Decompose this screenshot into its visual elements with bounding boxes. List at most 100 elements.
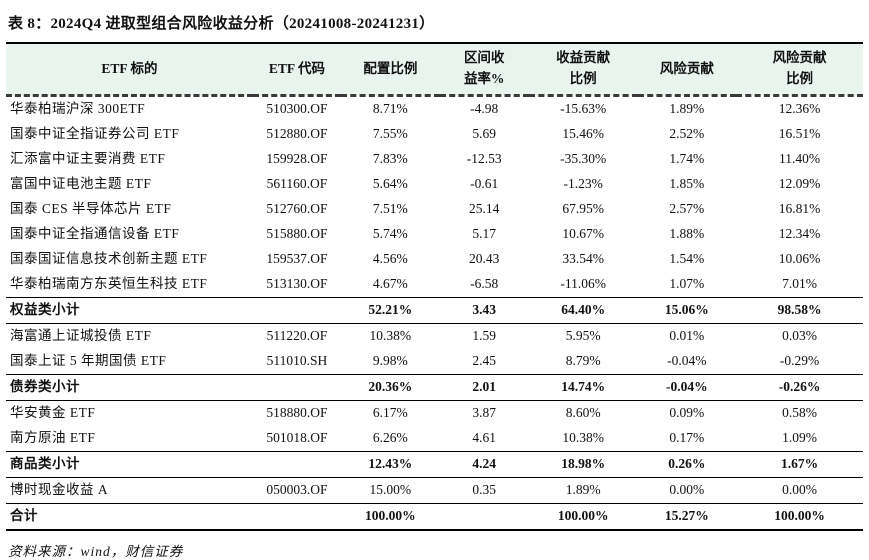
etf-name-cell: 汇添富中证主要消费 ETF bbox=[10, 151, 166, 167]
table-row: 富国中证电池主题 ETF 561160.OF 5.64% -0.61 -1.23% 1.8… bbox=[6, 172, 863, 197]
value-cell: -0.04% bbox=[637, 374, 737, 401]
value-cell bbox=[252, 297, 342, 324]
etf-name-cell: 国泰国证信息技术创新主题 ETF bbox=[10, 251, 208, 267]
value-cell: 0.58% bbox=[782, 405, 817, 421]
value-cell: 159928.OF bbox=[266, 151, 328, 167]
value-cell: -15.63% bbox=[560, 101, 607, 117]
value-cell: -0.29% bbox=[779, 353, 820, 369]
value-cell: 33.54% bbox=[562, 251, 604, 267]
value-cell: -0.61 bbox=[470, 176, 499, 192]
etf-name-cell: 权益类小计 bbox=[6, 297, 253, 324]
column-header-0: ETF 标的 bbox=[6, 42, 253, 97]
value-cell: -6.58 bbox=[470, 276, 499, 292]
value-cell: 100.00% bbox=[736, 503, 863, 531]
value-cell: 5.95% bbox=[565, 328, 601, 344]
value-cell: 1.09% bbox=[782, 430, 817, 446]
value-cell: 050003.OF bbox=[266, 482, 328, 498]
etf-name-cell: 华泰柏瑞南方东英恒生科技 ETF bbox=[10, 276, 208, 292]
value-cell: 7.01% bbox=[782, 276, 817, 292]
value-cell: 15.27% bbox=[637, 503, 737, 531]
value-cell: 0.00% bbox=[669, 482, 705, 498]
table-row: 汇添富中证主要消费 ETF 159928.OF 7.83% -12.53 -35.30%… bbox=[6, 147, 863, 172]
value-cell bbox=[252, 503, 342, 531]
value-cell: 64.40% bbox=[528, 297, 638, 324]
value-cell: 5.69 bbox=[472, 126, 496, 142]
table-row: 国泰 CES 半导体芯片 ETF 512760.OF 7.51% 25.14 67.95… bbox=[6, 197, 863, 222]
value-cell: 1.67% bbox=[736, 451, 863, 478]
value-cell: 511220.OF bbox=[266, 328, 328, 344]
value-cell: -12.53 bbox=[466, 151, 502, 167]
etf-name-cell: 国泰中证全指证券公司 ETF bbox=[10, 126, 180, 142]
value-cell: 1.54% bbox=[669, 251, 705, 267]
value-cell: 1.88% bbox=[669, 226, 705, 242]
table-title: 表 8：2024Q4 进取型组合风险收益分析（20241008-20241231… bbox=[8, 16, 435, 32]
value-cell: 513130.OF bbox=[266, 276, 328, 292]
value-cell: 5.74% bbox=[372, 226, 408, 242]
column-header-3: 区间收 益率% bbox=[439, 42, 529, 97]
value-cell: 4.56% bbox=[372, 251, 408, 267]
value-cell: 100.00% bbox=[341, 503, 440, 531]
column-header-4: 收益贡献 比例 bbox=[528, 42, 638, 97]
etf-name-cell: 博时现金收益 A bbox=[10, 482, 109, 498]
column-header-1: ETF 代码 bbox=[252, 42, 342, 97]
value-cell: 3.87 bbox=[472, 405, 496, 421]
value-cell: 511010.SH bbox=[266, 353, 328, 369]
value-cell: 2.52% bbox=[669, 126, 705, 142]
value-cell: -35.30% bbox=[560, 151, 607, 167]
column-header-2: 配置比例 bbox=[341, 42, 440, 97]
value-cell: 2.57% bbox=[669, 201, 705, 217]
table-body: 华泰柏瑞沪深 300ETF 510300.OF 8.71% -4.98 -15.63% 1… bbox=[6, 96, 863, 531]
value-cell: 10.38% bbox=[369, 328, 412, 344]
value-cell: 6.26% bbox=[372, 430, 408, 446]
value-cell: 5.17 bbox=[472, 226, 496, 242]
value-cell: 1.89% bbox=[565, 482, 601, 498]
table-row: 债券类小计 20.36% 2.01 14.74% -0.04% -0.26% bbox=[6, 374, 863, 401]
value-cell: 12.36% bbox=[778, 101, 821, 117]
etf-name-cell: 债券类小计 bbox=[6, 374, 253, 401]
value-cell: -4.98 bbox=[470, 101, 499, 117]
value-cell: 512760.OF bbox=[266, 201, 328, 217]
value-cell: 0.26% bbox=[637, 451, 737, 478]
value-cell: 10.38% bbox=[562, 430, 604, 446]
value-cell: 18.98% bbox=[528, 451, 638, 478]
value-cell: 501018.OF bbox=[266, 430, 328, 446]
table-header: ETF 标的 ETF 代码 配置比例 区间收 益率% 收益贡献 比例 风险贡献 风险贡献 比… bbox=[6, 42, 863, 97]
table-row: 合计 100.00% 100.00% 15.27% 100.00% bbox=[6, 503, 863, 531]
value-cell: 7.51% bbox=[372, 201, 408, 217]
table-row: 博时现金收益 A 050003.OF 15.00% 0.35 1.89% 0.00% 0.0… bbox=[6, 478, 863, 504]
value-cell: 16.51% bbox=[778, 126, 821, 142]
value-cell: 4.24 bbox=[439, 451, 529, 478]
etf-name-cell: 华泰柏瑞沪深 300ETF bbox=[10, 101, 146, 117]
value-cell: 2.45 bbox=[472, 353, 496, 369]
value-cell: -11.06% bbox=[560, 276, 606, 292]
value-cell: 12.09% bbox=[778, 176, 821, 192]
value-cell: 6.17% bbox=[372, 405, 408, 421]
table-row: 国泰上证 5 年期国债 ETF 511010.SH 9.98% 2.45 8.79% -0… bbox=[6, 349, 863, 375]
table-row: 华泰柏瑞沪深 300ETF 510300.OF 8.71% -4.98 -15.63% 1… bbox=[6, 96, 863, 123]
value-cell: 25.14 bbox=[469, 201, 500, 217]
value-cell: 510300.OF bbox=[266, 101, 328, 117]
etf-name-cell: 商品类小计 bbox=[6, 451, 253, 478]
etf-name-cell: 国泰中证全指通信设备 ETF bbox=[10, 226, 180, 242]
value-cell: 1.07% bbox=[669, 276, 705, 292]
value-cell: 9.98% bbox=[372, 353, 408, 369]
table-row: 华安黄金 ETF 518880.OF 6.17% 3.87 8.60% 0.09% 0.58… bbox=[6, 401, 863, 427]
value-cell: 0.03% bbox=[782, 328, 817, 344]
value-cell: 561160.OF bbox=[266, 176, 328, 192]
value-cell: -0.26% bbox=[736, 374, 863, 401]
value-cell: 4.67% bbox=[372, 276, 408, 292]
value-cell: 1.89% bbox=[669, 101, 705, 117]
value-cell: 10.06% bbox=[778, 251, 821, 267]
etf-risk-return-table: ETF 标的 ETF 代码 配置比例 区间收 益率% 收益贡献 比例 风险贡献 风险贡献 比… bbox=[6, 42, 863, 531]
column-header-6: 风险贡献 比例 bbox=[736, 42, 863, 97]
value-cell: 7.83% bbox=[372, 151, 408, 167]
value-cell: 4.61 bbox=[472, 430, 496, 446]
value-cell: 12.34% bbox=[778, 226, 821, 242]
value-cell: 0.09% bbox=[669, 405, 705, 421]
value-cell: 0.01% bbox=[669, 328, 705, 344]
value-cell: 8.79% bbox=[565, 353, 601, 369]
value-cell: 3.43 bbox=[439, 297, 529, 324]
value-cell: -1.23% bbox=[563, 176, 603, 192]
source-note: 资料来源：wind，财信证券 bbox=[8, 544, 184, 559]
value-cell: 12.43% bbox=[341, 451, 440, 478]
